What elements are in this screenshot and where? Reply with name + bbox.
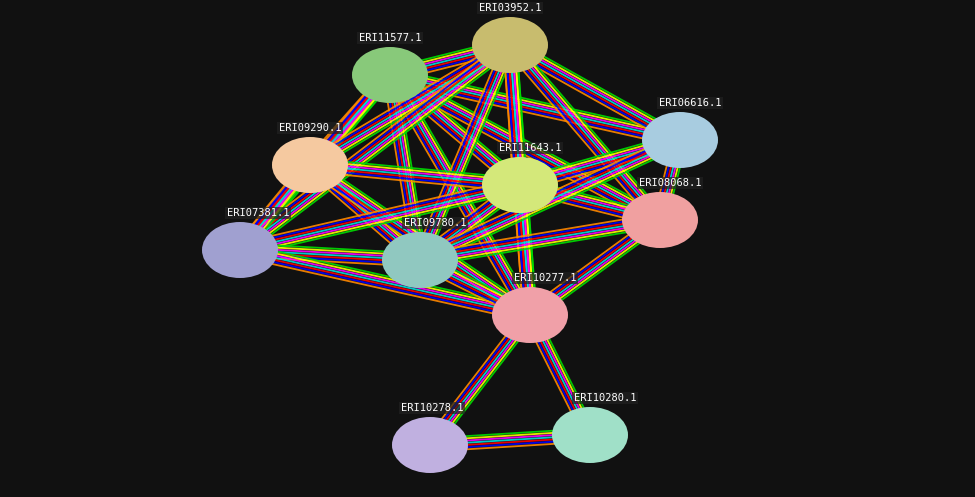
Text: ERI03952.1: ERI03952.1 [479, 3, 541, 13]
Text: ERI07381.1: ERI07381.1 [227, 208, 290, 218]
Text: ERI06616.1: ERI06616.1 [659, 98, 722, 108]
Ellipse shape [622, 192, 698, 248]
Ellipse shape [492, 287, 568, 343]
Text: ERI09780.1: ERI09780.1 [404, 218, 466, 228]
Ellipse shape [472, 17, 548, 73]
Text: ERI11577.1: ERI11577.1 [359, 33, 421, 43]
Ellipse shape [392, 417, 468, 473]
Ellipse shape [382, 232, 458, 288]
Text: ERI10280.1: ERI10280.1 [573, 393, 637, 403]
Ellipse shape [482, 157, 558, 213]
Text: ERI08068.1: ERI08068.1 [639, 178, 701, 188]
Ellipse shape [202, 222, 278, 278]
Text: ERI11643.1: ERI11643.1 [499, 143, 562, 153]
Text: ERI09290.1: ERI09290.1 [279, 123, 341, 133]
Ellipse shape [272, 137, 348, 193]
Ellipse shape [352, 47, 428, 103]
Ellipse shape [552, 407, 628, 463]
Text: ERI10278.1: ERI10278.1 [401, 403, 463, 413]
Ellipse shape [642, 112, 718, 168]
Text: ERI10277.1: ERI10277.1 [514, 273, 576, 283]
